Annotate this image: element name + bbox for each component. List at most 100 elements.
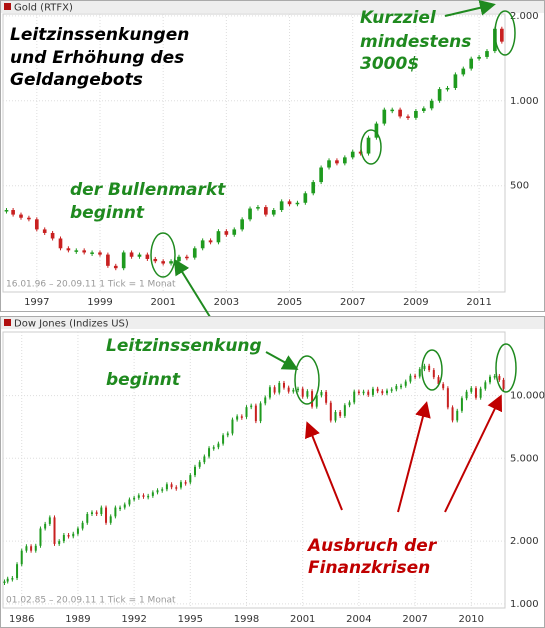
plot-area bbox=[2, 331, 506, 609]
candle bbox=[62, 535, 65, 542]
candle bbox=[137, 254, 142, 257]
candle bbox=[311, 182, 316, 194]
x-tick-label: 2007 bbox=[340, 297, 365, 308]
arrow bbox=[305, 421, 343, 511]
highlight-ellipse bbox=[150, 232, 176, 278]
y-tick-label: 10.000 bbox=[510, 391, 545, 402]
candle bbox=[295, 202, 300, 205]
annotation: Ausbruch der bbox=[306, 536, 438, 556]
candle bbox=[231, 419, 234, 434]
candle bbox=[390, 389, 393, 391]
candle bbox=[109, 516, 112, 523]
x-tick-label: 2001 bbox=[290, 614, 315, 625]
x-tick-label: 1992 bbox=[121, 614, 146, 625]
candle bbox=[20, 550, 23, 565]
candle bbox=[11, 210, 15, 215]
candle bbox=[268, 387, 271, 398]
x-tick-label: 2005 bbox=[277, 297, 302, 308]
candle bbox=[58, 238, 63, 249]
candle bbox=[203, 456, 206, 463]
candle bbox=[343, 405, 346, 416]
candle bbox=[350, 151, 355, 158]
candle bbox=[74, 250, 79, 252]
x-tick-label: 1998 bbox=[234, 614, 259, 625]
candle bbox=[67, 535, 70, 537]
candle bbox=[329, 402, 332, 421]
candle bbox=[82, 250, 87, 253]
candle bbox=[287, 387, 290, 392]
candle bbox=[145, 254, 150, 259]
candle bbox=[303, 193, 308, 203]
candle bbox=[319, 167, 323, 183]
highlight-ellipse bbox=[494, 10, 516, 56]
candle bbox=[423, 365, 426, 370]
candle bbox=[442, 384, 445, 389]
candle bbox=[240, 219, 244, 230]
candle bbox=[250, 405, 253, 408]
candle bbox=[465, 391, 468, 399]
candle bbox=[489, 376, 492, 383]
candle bbox=[192, 248, 197, 258]
candle bbox=[264, 207, 268, 215]
candle bbox=[409, 375, 412, 382]
panel-title: Gold (RTFX) bbox=[14, 3, 73, 14]
candle bbox=[224, 231, 229, 235]
candle bbox=[123, 504, 126, 508]
candle bbox=[414, 375, 417, 378]
candle bbox=[16, 564, 19, 579]
candle bbox=[106, 254, 110, 266]
arrow bbox=[444, 394, 502, 513]
candle bbox=[381, 391, 384, 394]
panel-frame bbox=[0, 0, 545, 312]
x-tick-label: 2007 bbox=[402, 614, 427, 625]
candle bbox=[105, 507, 108, 523]
panel-header bbox=[1, 317, 544, 329]
candle bbox=[119, 507, 122, 510]
candle bbox=[469, 58, 474, 69]
candle bbox=[460, 398, 463, 411]
y-tick-label: 500 bbox=[510, 181, 529, 192]
candle bbox=[161, 489, 164, 491]
annotation: beginnt bbox=[106, 370, 181, 390]
candle bbox=[98, 252, 102, 255]
candle bbox=[339, 412, 342, 416]
candle bbox=[446, 388, 449, 408]
candle bbox=[25, 546, 28, 551]
candle bbox=[177, 256, 181, 262]
candle bbox=[366, 137, 371, 154]
y-tick-label: 2.000 bbox=[510, 11, 539, 22]
candle bbox=[453, 74, 458, 88]
candle bbox=[493, 376, 496, 378]
candle bbox=[4, 210, 9, 212]
candle bbox=[72, 533, 75, 537]
x-tick-label: 2009 bbox=[403, 297, 428, 308]
candle bbox=[398, 109, 402, 117]
candle bbox=[19, 214, 23, 218]
candle bbox=[327, 160, 331, 168]
x-tick-label: 1986 bbox=[9, 614, 34, 625]
candle bbox=[53, 517, 56, 544]
candle bbox=[358, 151, 363, 154]
candle bbox=[175, 487, 178, 489]
candle bbox=[245, 407, 248, 417]
candle bbox=[470, 388, 473, 392]
candle bbox=[306, 391, 309, 397]
x-tick-label: 1997 bbox=[24, 297, 49, 308]
annotation: beginnt bbox=[70, 203, 145, 223]
candle bbox=[437, 89, 442, 101]
panel-title: Dow Jones (Indizes US) bbox=[14, 319, 129, 330]
candle bbox=[264, 397, 267, 404]
candle bbox=[212, 447, 215, 449]
candle bbox=[382, 109, 387, 124]
candle bbox=[129, 252, 134, 257]
candle bbox=[193, 466, 196, 476]
candle bbox=[133, 497, 136, 500]
highlight-ellipse bbox=[360, 129, 382, 165]
candle bbox=[485, 51, 489, 57]
candle bbox=[6, 578, 9, 582]
candle bbox=[147, 495, 150, 498]
candle bbox=[348, 402, 351, 406]
candle bbox=[418, 369, 421, 377]
candle bbox=[81, 522, 84, 529]
